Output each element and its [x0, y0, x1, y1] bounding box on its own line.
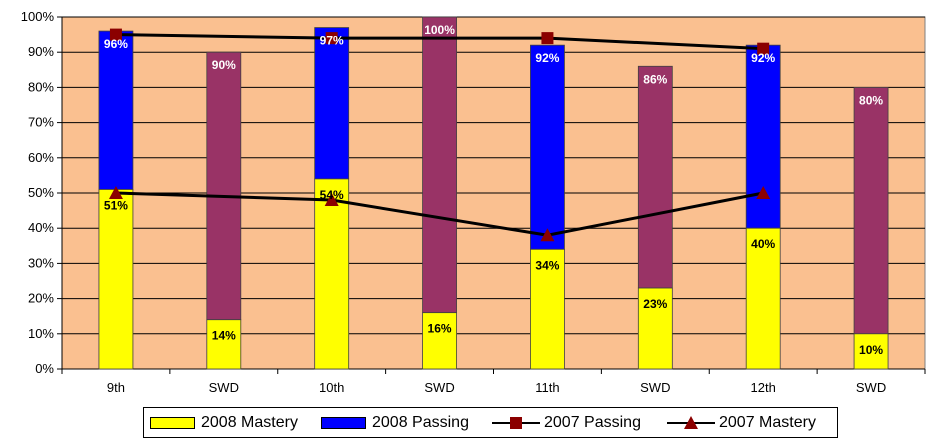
data-label-mastery: 16% — [428, 322, 452, 336]
bar-mastery — [314, 178, 350, 370]
legend-item-2007-mastery: 2007 Mastery — [667, 413, 816, 433]
y-tick-label: 10% — [28, 326, 54, 341]
data-label-passing: 100% — [424, 23, 455, 37]
legend-label: 2008 Passing — [372, 414, 469, 431]
bar-mastery — [853, 333, 889, 370]
data-label-passing: 97% — [320, 34, 344, 48]
y-tick-label: 70% — [28, 115, 54, 130]
data-label-mastery: 14% — [212, 329, 236, 343]
x-tick-label: 12th — [751, 380, 776, 395]
legend: 2008 Mastery 2008 Passing 2007 Passing 2… — [143, 407, 838, 438]
triangle-marker — [540, 228, 555, 242]
series-line — [115, 191, 764, 237]
data-label-passing: 86% — [643, 72, 667, 86]
bar-swd-passing — [637, 65, 673, 289]
triangle-marker — [756, 186, 771, 199]
x-tick-label: 10th — [319, 380, 344, 395]
bar-passing — [530, 44, 565, 250]
bar-passing — [745, 44, 781, 229]
x-tick-label: 9th — [107, 380, 125, 395]
y-tick-label: 20% — [28, 291, 54, 306]
data-label-passing: 92% — [535, 51, 559, 65]
square-marker — [109, 28, 122, 41]
series-line — [115, 33, 764, 51]
bar-swd-passing — [422, 16, 457, 314]
legend-square-marker-icon — [492, 417, 540, 429]
legend-item-2007-passing: 2007 Passing — [492, 413, 641, 433]
legend-triangle-marker-icon — [667, 416, 715, 429]
data-label-passing: 92% — [751, 51, 775, 65]
triangle-marker — [324, 193, 339, 207]
y-tick-label: 40% — [28, 220, 54, 235]
y-tick-label: 50% — [28, 185, 54, 200]
y-axis: 0% 10% 20% 30% 40% 50% 60% 70% 80% 90% 100% — [21, 9, 63, 376]
legend-label: 2007 Mastery — [719, 414, 816, 431]
y-tick-label: 100% — [21, 9, 55, 24]
data-label-mastery: 10% — [859, 343, 883, 357]
data-label-mastery: 51% — [104, 198, 128, 212]
legend-swatch-yellow — [150, 417, 195, 429]
legend-item-2008-passing: 2008 Passing — [321, 413, 469, 433]
y-tick-label: 0% — [35, 361, 54, 376]
legend-label: 2007 Passing — [544, 414, 641, 431]
triangle-marker — [108, 186, 123, 199]
x-tick-label: SWD — [209, 380, 239, 395]
legend-item-2008-mastery: 2008 Mastery — [150, 413, 298, 433]
square-marker — [325, 32, 338, 45]
data-label-passing: 96% — [104, 37, 128, 51]
y-tick-label: 60% — [28, 150, 54, 165]
legend-label: 2008 Mastery — [201, 414, 298, 431]
square-marker — [541, 32, 554, 45]
data-label-mastery: 23% — [643, 297, 667, 311]
y-tick-label: 90% — [28, 44, 54, 59]
bar-swd-passing — [206, 51, 242, 321]
bar-mastery — [530, 248, 565, 370]
bar-mastery — [98, 189, 134, 370]
y-tick-label: 30% — [28, 255, 54, 270]
x-tick-label: SWD — [424, 380, 454, 395]
data-label-passing: 90% — [212, 58, 236, 72]
y-tick-label: 80% — [28, 79, 54, 94]
square-marker — [757, 42, 770, 55]
data-label-passing: 80% — [859, 93, 883, 107]
data-labels: 51% 96% 14% 90% 54% 97% 16% 100% 34% 92% 23% 86% 40%… — [104, 23, 883, 357]
bar-mastery — [745, 227, 781, 370]
bar-passing — [314, 27, 350, 180]
data-label-mastery: 54% — [320, 188, 344, 202]
bar-mastery — [422, 312, 457, 370]
data-label-mastery: 34% — [535, 258, 559, 272]
bar-passing — [98, 30, 134, 190]
x-tick-label: SWD — [640, 380, 670, 395]
data-label-mastery: 40% — [751, 237, 775, 251]
bar-mastery — [637, 287, 673, 370]
x-tick-label: SWD — [856, 380, 886, 395]
legend-swatch-blue — [321, 417, 366, 429]
x-tick-label: 11th — [535, 380, 559, 395]
series-lines — [108, 28, 771, 242]
bar-mastery — [206, 319, 242, 370]
bar-swd-passing — [853, 87, 889, 335]
bars — [98, 16, 889, 370]
x-axis: 9th SWD 10th SWD 11th SWD 12th SWD — [61, 368, 926, 395]
